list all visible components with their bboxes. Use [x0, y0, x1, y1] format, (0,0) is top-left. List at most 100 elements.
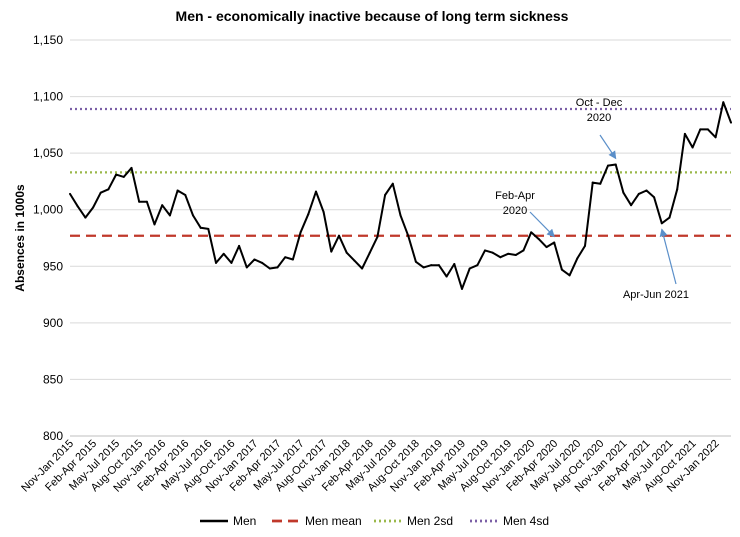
- series-line-men: [69, 101, 732, 290]
- data-point: [138, 200, 141, 203]
- annotation-arrow: [659, 228, 677, 285]
- data-point: [514, 253, 517, 256]
- legend-item: Men: [200, 514, 256, 528]
- data-point: [168, 214, 171, 217]
- legend-label: Men: [233, 514, 256, 528]
- data-point: [268, 267, 271, 270]
- data-point: [230, 261, 233, 264]
- data-point: [637, 192, 640, 195]
- data-point: [407, 234, 410, 237]
- reference-lines: [70, 107, 731, 237]
- data-point: [491, 251, 494, 254]
- data-point: [184, 194, 187, 197]
- data-point: [92, 206, 95, 209]
- data-point: [499, 256, 502, 259]
- legend-label: Men mean: [305, 514, 362, 528]
- data-point: [361, 267, 364, 270]
- data-point: [668, 216, 671, 219]
- data-point: [530, 231, 533, 234]
- data-point: [238, 244, 241, 247]
- annotations: Oct - Dec 2020 Feb-Apr 2020 Apr-Jun 2021: [495, 97, 689, 301]
- data-point: [145, 200, 148, 203]
- data-point: [453, 263, 456, 266]
- data-point: [706, 128, 709, 131]
- legend-label: Men 4sd: [503, 514, 549, 528]
- data-point: [545, 246, 548, 249]
- data-point: [153, 223, 156, 226]
- data-point: [353, 259, 356, 262]
- data-point: [414, 260, 417, 263]
- data-point: [714, 136, 717, 139]
- data-point: [591, 181, 594, 184]
- data-point: [676, 188, 679, 191]
- annotation-arrow: [529, 211, 555, 238]
- data-point: [730, 121, 732, 124]
- y-tick-label: 1,050: [33, 146, 63, 160]
- data-point: [645, 189, 648, 192]
- data-point: [276, 266, 279, 269]
- data-point: [568, 274, 571, 277]
- annotation: Oct - Dec 2020: [576, 97, 623, 160]
- data-point: [553, 241, 556, 244]
- data-point: [122, 175, 125, 178]
- y-tick-label: 800: [43, 429, 63, 443]
- data-point: [422, 266, 425, 269]
- data-point: [537, 238, 540, 241]
- data-point: [699, 128, 702, 131]
- data-point: [484, 249, 487, 252]
- legend-item: Men mean: [272, 514, 362, 528]
- data-point: [614, 163, 617, 166]
- data-point: [222, 252, 225, 255]
- data-point: [199, 226, 202, 229]
- data-point: [307, 213, 310, 216]
- annotation: Feb-Apr 2020: [495, 190, 555, 238]
- annotation-label: Feb-Apr: [495, 190, 535, 202]
- data-point: [322, 210, 325, 213]
- data-point: [115, 173, 118, 176]
- data-point: [576, 257, 579, 260]
- y-tick-label: 1,000: [33, 203, 63, 217]
- data-point: [660, 222, 663, 225]
- data-point: [191, 214, 194, 217]
- data-point: [245, 266, 248, 269]
- y-tick-label: 900: [43, 316, 63, 330]
- data-point: [583, 244, 586, 247]
- data-point: [683, 132, 686, 135]
- y-tick-label: 950: [43, 259, 63, 273]
- annotation-arrow: [599, 134, 617, 160]
- data-point: [291, 258, 294, 261]
- data-point: [330, 250, 333, 253]
- y-tick-label: 1,100: [33, 90, 63, 104]
- data-point: [107, 188, 110, 191]
- data-point: [599, 182, 602, 185]
- data-point: [69, 192, 71, 195]
- data-point: [722, 101, 725, 104]
- data-point: [522, 249, 525, 252]
- data-point: [215, 261, 218, 264]
- data-point: [99, 191, 102, 194]
- data-point: [314, 190, 317, 193]
- annotation-label: 2020: [503, 205, 527, 217]
- annotation-label: Apr-Jun 2021: [623, 289, 689, 301]
- data-point: [630, 204, 633, 207]
- y-tick-label: 1,150: [33, 33, 63, 47]
- data-point: [345, 251, 348, 254]
- y-axis-label: Absences in 1000s: [13, 184, 27, 292]
- data-point: [460, 287, 463, 290]
- annotation-label: Oct - Dec: [576, 97, 623, 109]
- data-point: [476, 264, 479, 267]
- data-point: [560, 268, 563, 271]
- legend-item: Men 4sd: [470, 514, 549, 528]
- data-point: [607, 164, 610, 167]
- data-point: [84, 216, 87, 219]
- data-point: [376, 235, 379, 238]
- data-point: [468, 267, 471, 270]
- data-point: [430, 264, 433, 267]
- series-lines: [69, 101, 732, 290]
- data-point: [437, 264, 440, 267]
- data-point: [207, 227, 210, 230]
- data-point: [622, 191, 625, 194]
